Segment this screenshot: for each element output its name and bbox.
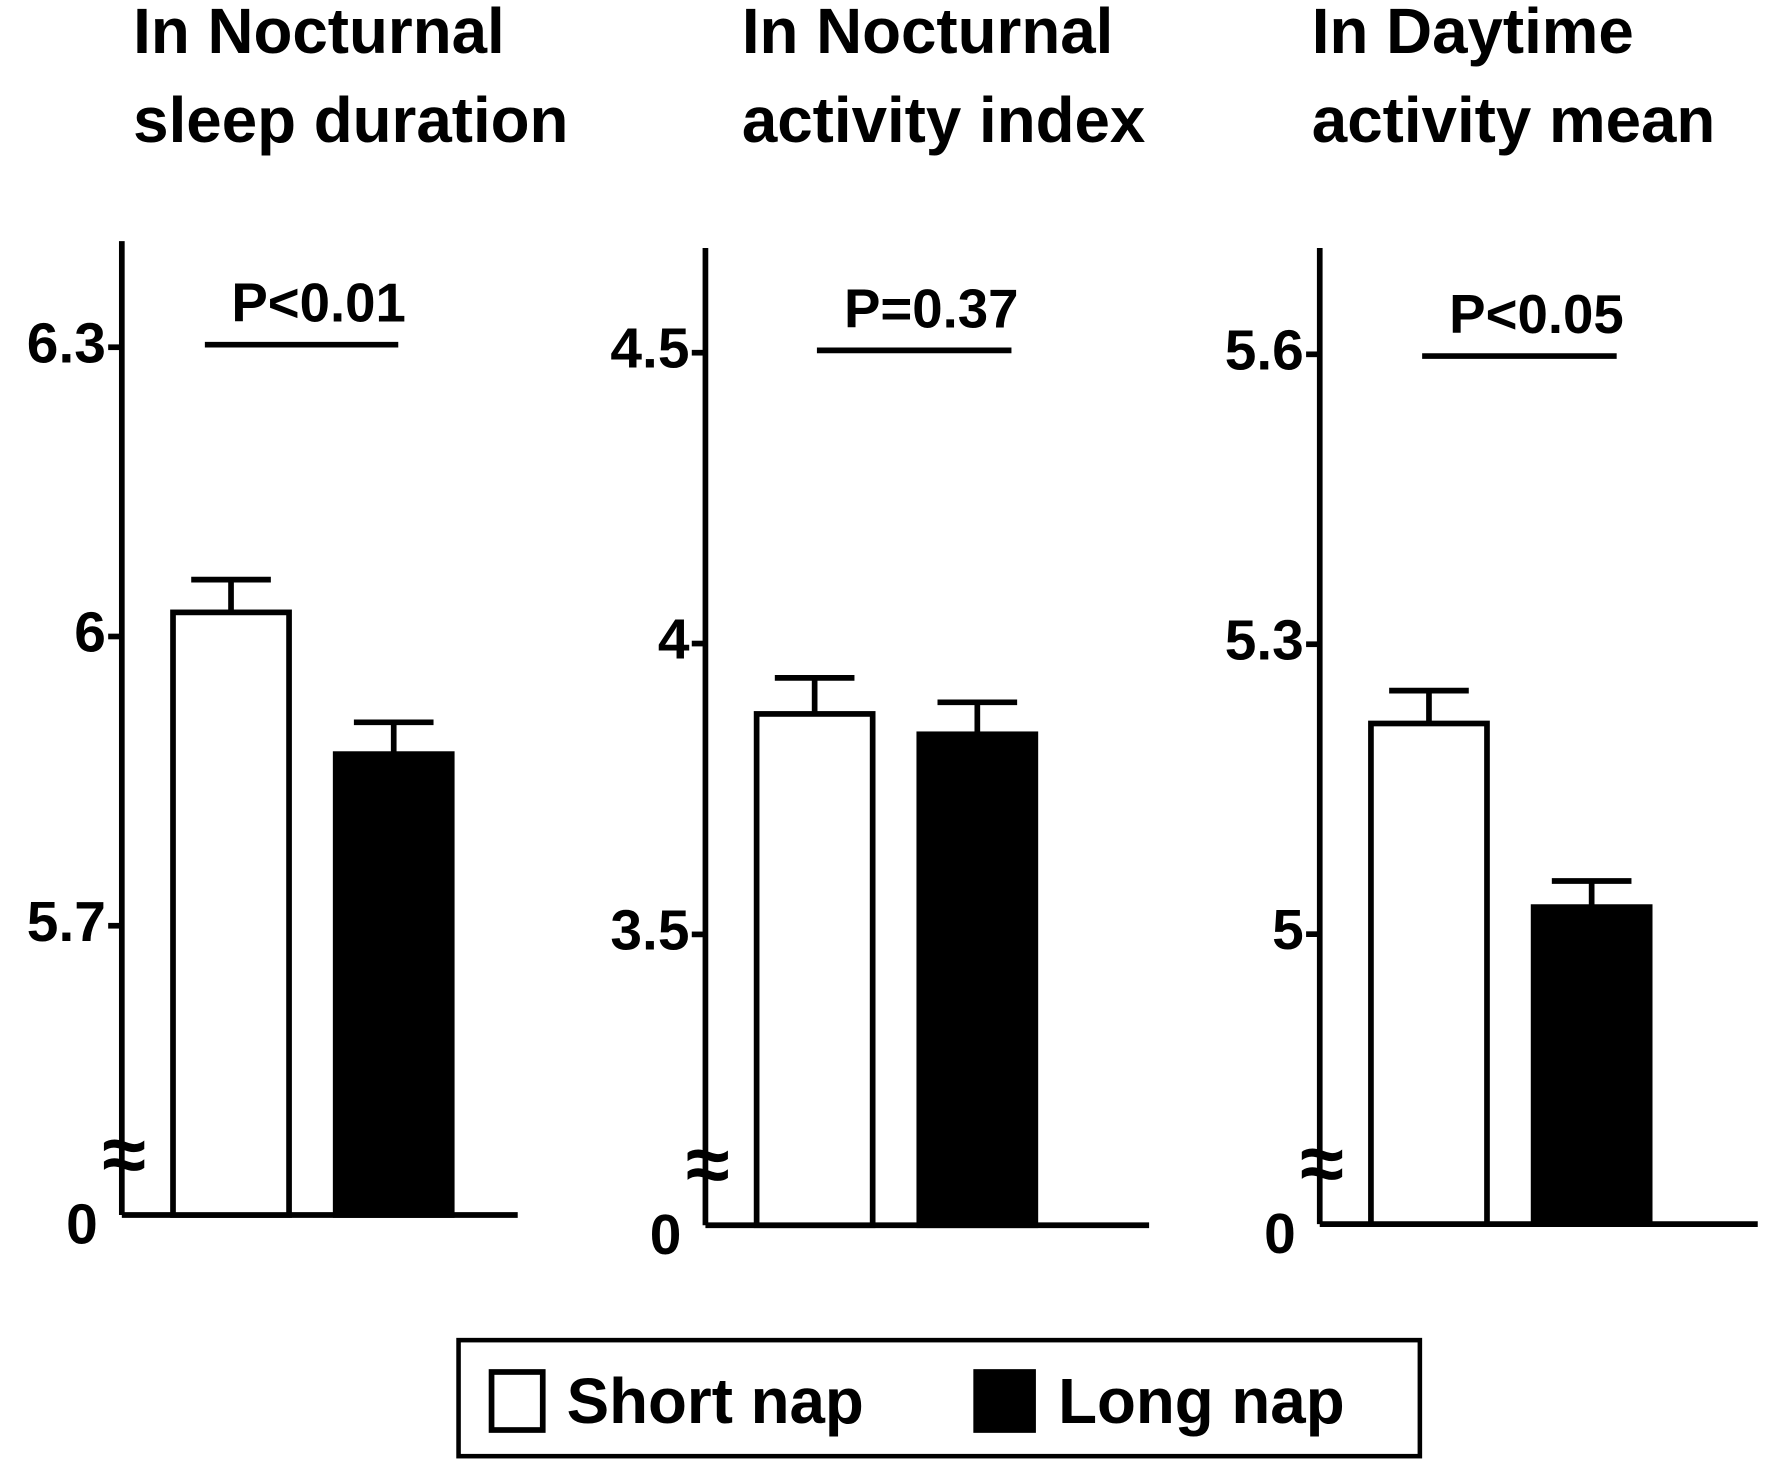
y-tick-label: 0	[66, 1194, 98, 1257]
y-tick-label: 3.5	[610, 899, 689, 962]
legend-label: Short nap	[567, 1366, 864, 1437]
chart-title: sleep duration	[133, 85, 568, 156]
chart-title: activity index	[742, 85, 1146, 156]
axis-break: ≈	[1300, 1119, 1344, 1208]
y-tick-label: 0	[1264, 1203, 1296, 1266]
bar	[916, 731, 1039, 1229]
bar	[1530, 904, 1653, 1227]
legend-box	[456, 1337, 1423, 1459]
y-tick-label: 4.5	[610, 318, 689, 381]
legend-label: Long nap	[1058, 1366, 1345, 1437]
annotation: P<0.01	[231, 273, 406, 334]
chart-title: In Nocturnal	[133, 0, 505, 67]
bar	[170, 609, 292, 1218]
chart-title: activity mean	[1312, 85, 1716, 156]
y-tick-label: 4	[658, 609, 690, 672]
legend-swatch	[973, 1369, 1036, 1433]
annotation: P<0.05	[1449, 284, 1624, 345]
bar	[332, 751, 455, 1218]
y-tick-label: 0	[650, 1204, 682, 1267]
y-tick-label: 5.7	[27, 891, 106, 954]
axis-break: ≈	[686, 1120, 730, 1209]
legend-swatch	[488, 1369, 546, 1433]
y-tick-label: 5.6	[1225, 319, 1304, 382]
bar	[753, 711, 876, 1229]
chart-title: In Daytime	[1312, 0, 1634, 67]
chart-title: In Nocturnal	[742, 0, 1114, 67]
y-tick-label: 6.3	[27, 312, 106, 375]
annotation: P=0.37	[844, 278, 1019, 339]
y-tick-label: 5.3	[1225, 609, 1304, 672]
bar	[1368, 720, 1490, 1227]
axis-break: ≈	[102, 1109, 146, 1198]
y-tick-label: 5	[1272, 899, 1304, 962]
y-tick-label: 6	[74, 602, 106, 665]
